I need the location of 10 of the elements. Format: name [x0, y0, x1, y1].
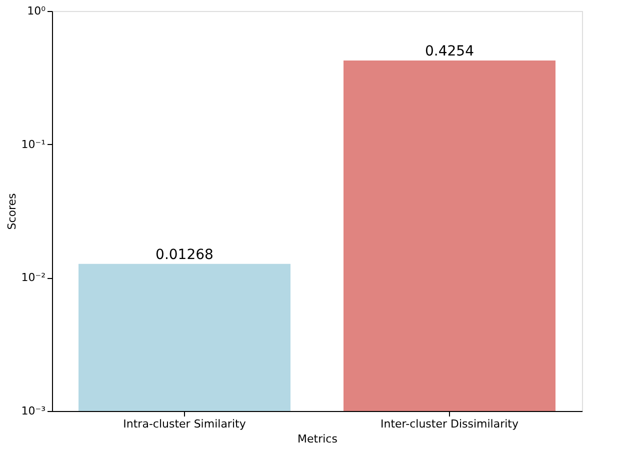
y-tick-label: 10⁻³ [21, 404, 46, 418]
y-tick-label: 10⁻¹ [21, 138, 46, 151]
y-tick-label: 10⁰ [27, 4, 46, 18]
x-tick-label: Inter-cluster Dissimilarity [380, 418, 519, 430]
data-label: 0.4254 [425, 43, 474, 60]
data-label: 0.01268 [156, 246, 214, 263]
x-tick-label: Intra-cluster Similarity [123, 418, 246, 430]
y-tick-label: 10⁻² [21, 271, 46, 284]
y-axis-title: Scores [5, 192, 18, 230]
x-axis-title: Metrics [298, 432, 338, 446]
